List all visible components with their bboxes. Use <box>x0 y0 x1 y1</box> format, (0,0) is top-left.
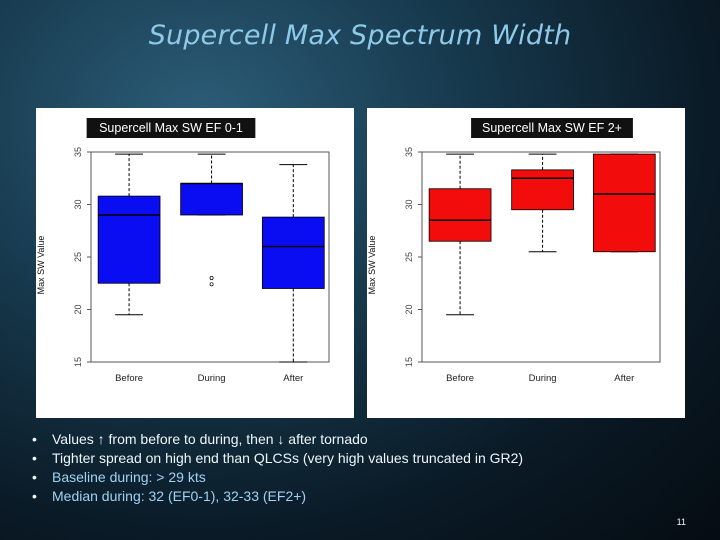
y-axis-label: Max SW Value <box>36 236 46 295</box>
box <box>428 188 492 242</box>
x-tick-label: Before <box>115 373 143 384</box>
chart-title: Supercell Max SW EF 2+ <box>482 121 622 135</box>
box <box>511 169 574 211</box>
box <box>97 195 161 284</box>
x-tick-label: During <box>198 373 226 384</box>
y-tick-label: 35 <box>73 147 83 157</box>
y-tick-label: 25 <box>73 252 83 262</box>
box <box>180 183 243 216</box>
bullet-item: Tighter spread on high end than QLCSs (v… <box>30 449 523 468</box>
boxplot-panel-ef2plus: Supercell Max SW EF 2+ 15 20 25 30 35 Max SW V… <box>367 108 685 418</box>
box <box>261 216 325 289</box>
slide-title: Supercell Max Spectrum Width <box>148 20 572 51</box>
chart-title-band <box>471 118 633 138</box>
x-tick-label: After <box>283 373 303 384</box>
bullet-item: Median during: 32 (EF0-1), 32-33 (EF2+) <box>30 487 523 506</box>
bullet-item: Values ↑ from before to during, then ↓ a… <box>30 430 523 449</box>
bullet-item: Baseline during: > 29 kts <box>30 468 523 487</box>
y-tick-label: 15 <box>404 357 414 367</box>
outlier-point <box>209 276 214 280</box>
page-number: 11 <box>676 517 686 527</box>
outlier-point <box>209 282 214 287</box>
bullet-list: Values ↑ from before to during, then ↓ a… <box>30 430 523 506</box>
x-tick-label: After <box>614 373 634 384</box>
box <box>592 153 656 253</box>
chart-title-band <box>86 118 256 138</box>
y-tick-label: 30 <box>404 199 414 209</box>
y-tick-label: 20 <box>404 304 414 314</box>
boxplot-chart-ef2plus: Supercell Max SW EF 2+ 15 20 25 30 35 Max SW V… <box>367 118 661 384</box>
y-tick-label: 15 <box>73 357 83 367</box>
x-tick-label: Before <box>446 373 474 384</box>
y-tick-label: 25 <box>404 252 414 262</box>
x-tick-label: During <box>529 373 557 384</box>
boxplot-chart-ef01: Supercell Max SW EF 0-1 15 20 25 30 35 Max SW … <box>36 118 330 384</box>
chart-title: Supercell Max SW EF 0-1 <box>99 121 243 135</box>
boxplot-panel-ef01: Supercell Max SW EF 0-1 15 20 25 30 35 Max SW … <box>36 108 354 418</box>
y-tick-label: 20 <box>73 304 83 314</box>
y-tick-label: 30 <box>73 199 83 209</box>
y-axis-label: Max SW Value <box>367 236 377 295</box>
y-tick-label: 35 <box>404 147 414 157</box>
